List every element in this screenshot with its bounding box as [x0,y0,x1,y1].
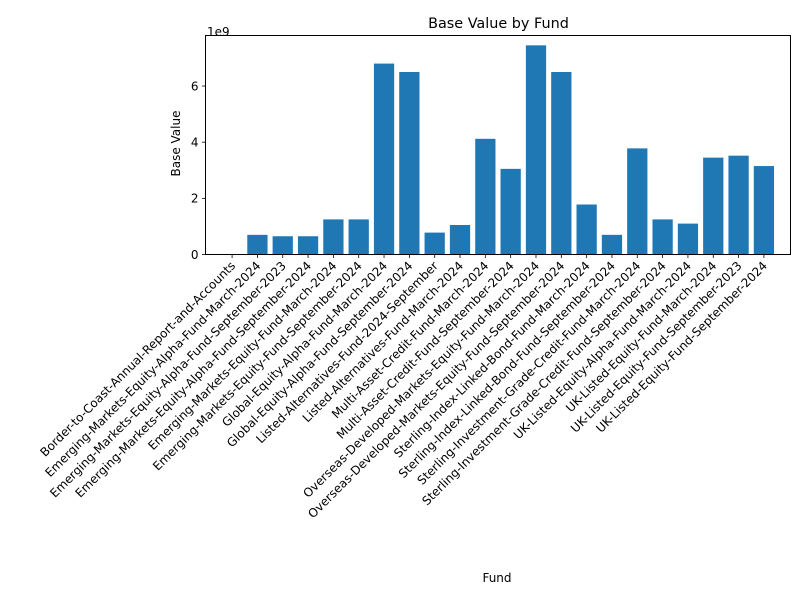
bar [728,155,749,255]
y-axis-label: Base Value [169,111,183,177]
bar [323,219,344,255]
bar [525,45,547,255]
bar [500,168,521,255]
bar [247,234,268,255]
bar [272,236,293,255]
y-tick-label: 4 [191,135,199,149]
bar [576,204,597,255]
y-tick-label: 2 [191,192,199,206]
x-axis-label: Fund [482,571,511,585]
bar [677,223,699,255]
y-tick-label: 0 [191,248,199,262]
y-tick-label: 6 [191,79,199,93]
bar [703,157,724,255]
bar [348,219,369,255]
bar [399,72,420,255]
chart-title: Base Value by Fund [428,16,569,32]
bar [297,236,319,255]
bar [551,72,572,255]
bars-layer [247,45,775,255]
bar [475,138,496,255]
bar [601,234,623,255]
bar [652,219,673,255]
bar [753,166,775,255]
bar [424,232,445,255]
y-axis-offset-text: 1e9 [207,25,230,39]
bar [449,225,471,255]
plot-area-frame [205,35,791,255]
bar [627,148,648,255]
bar [373,63,395,255]
